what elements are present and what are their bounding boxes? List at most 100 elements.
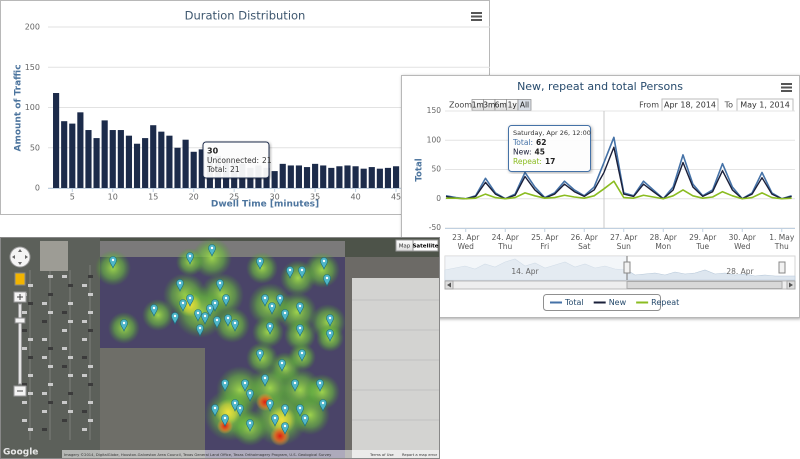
pin[interactable]: [278, 359, 286, 372]
pin[interactable]: [150, 304, 158, 317]
heat-map[interactable]: Map Satellite Google Imagery ©2014, Digi…: [0, 237, 440, 459]
pin[interactable]: [281, 422, 289, 435]
pin[interactable]: [320, 257, 328, 270]
pin[interactable]: [194, 309, 202, 322]
pin-dot: [283, 406, 287, 410]
pin[interactable]: [231, 319, 239, 332]
street-view[interactable]: [14, 272, 26, 286]
y-tick-label: 150: [427, 106, 442, 115]
pin[interactable]: [281, 309, 289, 322]
bar: [344, 165, 351, 188]
bar: [303, 167, 311, 188]
pin[interactable]: [246, 419, 254, 432]
navigator-handle[interactable]: [778, 261, 786, 274]
pin[interactable]: [298, 349, 306, 362]
bar: [384, 167, 392, 188]
legend: Total New Repeat: [543, 294, 679, 311]
pin[interactable]: [171, 312, 179, 325]
to-date[interactable]: May 1, 2014: [740, 101, 790, 110]
bar: [142, 138, 149, 188]
pin[interactable]: [266, 322, 274, 335]
zoom-slider[interactable]: [18, 303, 22, 385]
pin[interactable]: [323, 274, 331, 287]
pin[interactable]: [222, 294, 230, 307]
satellite-button-label[interactable]: Satellite: [412, 244, 438, 250]
pin[interactable]: [316, 379, 324, 392]
zoom-button-label[interactable]: All: [520, 101, 529, 110]
pin[interactable]: [281, 404, 289, 417]
pin[interactable]: [236, 404, 244, 417]
pin[interactable]: [319, 399, 327, 412]
pin[interactable]: [224, 314, 232, 327]
pin[interactable]: [326, 314, 334, 327]
pin[interactable]: [186, 252, 194, 265]
pin[interactable]: [296, 324, 304, 337]
zoom-thumb[interactable]: [14, 317, 26, 324]
car: [82, 428, 87, 431]
pin[interactable]: [186, 294, 194, 307]
pin[interactable]: [179, 299, 187, 312]
pin[interactable]: [216, 279, 224, 292]
pin[interactable]: [213, 316, 221, 329]
terms-link[interactable]: Terms of Use: [369, 453, 394, 457]
pin[interactable]: [266, 399, 274, 412]
pin[interactable]: [268, 302, 276, 315]
car: [68, 284, 73, 287]
pin[interactable]: [201, 312, 209, 325]
pin[interactable]: [298, 266, 306, 279]
pin[interactable]: [256, 257, 264, 270]
bar: [133, 143, 141, 188]
bar: [166, 135, 173, 188]
menu-icon[interactable]: [471, 12, 482, 21]
scrollbar-thumb[interactable]: [626, 281, 783, 289]
pin[interactable]: [261, 374, 269, 387]
pin[interactable]: [296, 302, 304, 315]
pin[interactable]: [326, 329, 334, 342]
bar: [158, 131, 165, 188]
map-button-label[interactable]: Map: [399, 244, 411, 250]
navigator-handle[interactable]: [623, 261, 631, 274]
pin[interactable]: [246, 389, 254, 402]
pin[interactable]: [206, 304, 214, 317]
zoom-button-label[interactable]: 3m: [483, 101, 495, 110]
report-link[interactable]: Report a map error: [402, 453, 438, 457]
legend-label[interactable]: Repeat: [651, 298, 679, 307]
menu-icon[interactable]: [781, 83, 792, 92]
pin-dot: [215, 318, 219, 322]
legend-label[interactable]: New: [609, 298, 627, 307]
pin[interactable]: [221, 379, 229, 392]
legend-label[interactable]: Total: [564, 298, 584, 307]
from-date[interactable]: Apr 18, 2014: [664, 101, 716, 110]
pin[interactable]: [291, 379, 299, 392]
pin[interactable]: [276, 294, 284, 307]
pin[interactable]: [221, 414, 229, 427]
google-logo: Google: [3, 448, 38, 458]
pin[interactable]: [176, 279, 184, 292]
bar: [279, 163, 286, 188]
navigator[interactable]: 14. Apr 28. Apr: [444, 255, 796, 290]
tooltip-item-value: 45: [534, 148, 544, 157]
car: [68, 302, 73, 305]
pin-dot: [328, 331, 332, 335]
pin[interactable]: [286, 266, 294, 279]
building: [40, 241, 68, 271]
pin[interactable]: [208, 244, 216, 257]
pin[interactable]: [261, 294, 269, 307]
pin[interactable]: [301, 414, 309, 427]
satellite-button[interactable]: [412, 239, 439, 252]
pin[interactable]: [271, 414, 279, 427]
zoom-button-label[interactable]: 1y: [508, 101, 518, 110]
zoom-button-label[interactable]: 1m: [472, 101, 484, 110]
pin[interactable]: [109, 256, 117, 269]
pan-control[interactable]: [9, 246, 31, 268]
pin[interactable]: [211, 404, 219, 417]
pin[interactable]: [196, 324, 204, 337]
pin[interactable]: [296, 404, 304, 417]
pin-dot: [178, 281, 182, 285]
pin-dot: [210, 246, 214, 250]
pin[interactable]: [120, 319, 128, 332]
pin[interactable]: [241, 379, 249, 392]
pin[interactable]: [256, 349, 264, 362]
zoom-button-label[interactable]: 6m: [495, 101, 507, 110]
y-tick-label: 150: [25, 63, 40, 72]
